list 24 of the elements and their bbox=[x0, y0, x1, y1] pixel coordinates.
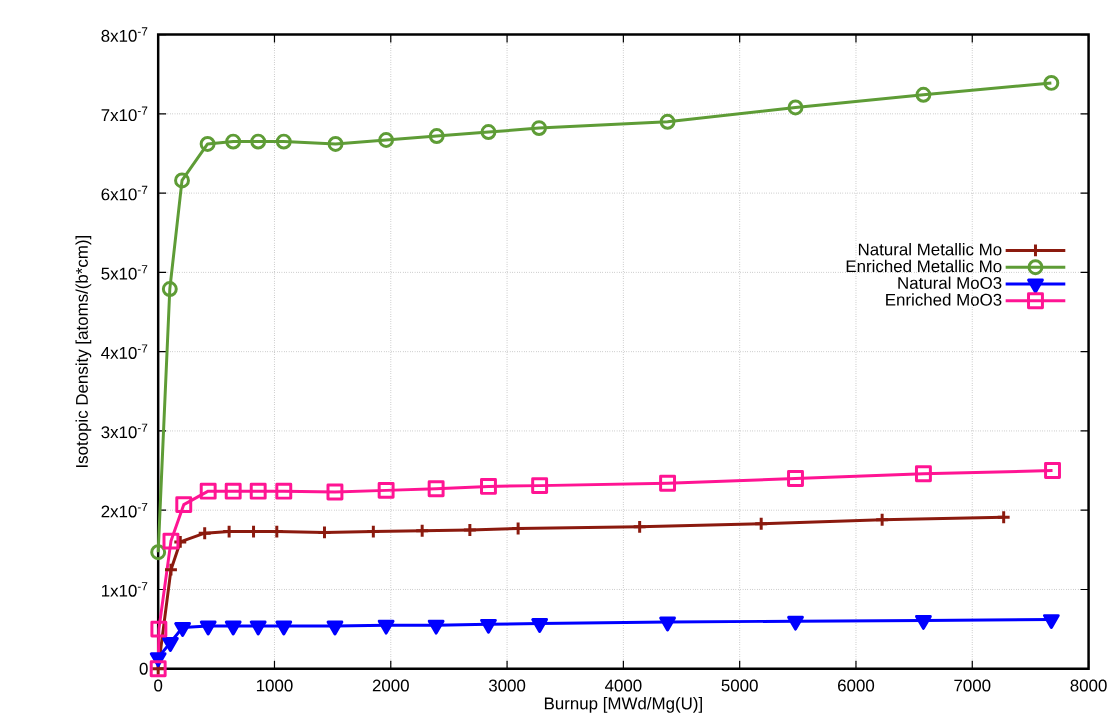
x-axis-title: Burnup [MWd/Mg(U)] bbox=[544, 697, 702, 713]
x-tick-label: 2000 bbox=[372, 679, 409, 692]
y-tick-label: 4x10$^{-7}$ bbox=[101, 344, 148, 360]
x-tick-label: 4000 bbox=[604, 679, 642, 692]
legend-label: Natural Metallic Mo bbox=[858, 243, 1002, 256]
y-tick-label: 1x10$^{-7}$ bbox=[102, 582, 148, 597]
y-tick-label: 3x10$^{-7}$ bbox=[101, 423, 148, 439]
x-tick-label: 5000 bbox=[721, 679, 758, 692]
y-tick-label: 2x10$^{-7}$ bbox=[101, 503, 148, 518]
y-tick-label: 8x10$^{-7}$ bbox=[101, 27, 148, 43]
x-tick-label: 1000 bbox=[256, 679, 293, 692]
y-axis-title: Isotopic Density [atoms/(b*cm)] bbox=[75, 236, 92, 468]
x-tick-label: 8000 bbox=[1070, 679, 1107, 692]
x-tick-label: 0 bbox=[154, 679, 163, 692]
x-tick-label: 6000 bbox=[838, 679, 875, 692]
legend-label: Natural MoO3 bbox=[898, 276, 1002, 290]
x-tick-label: 3000 bbox=[488, 679, 526, 692]
legend-label: Enriched Metallic Mo bbox=[846, 259, 1002, 273]
y-tick-label: 0 bbox=[139, 662, 148, 675]
y-tick-label: 5x10$^{-7}$ bbox=[101, 265, 148, 280]
legend-label: Enriched MoO3 bbox=[886, 293, 1002, 306]
y-tick-label: 6x10$^{-7}$ bbox=[101, 186, 148, 201]
x-tick-label: 7000 bbox=[954, 679, 991, 692]
y-tick-label: 7x10$^{-7}$ bbox=[101, 106, 148, 122]
